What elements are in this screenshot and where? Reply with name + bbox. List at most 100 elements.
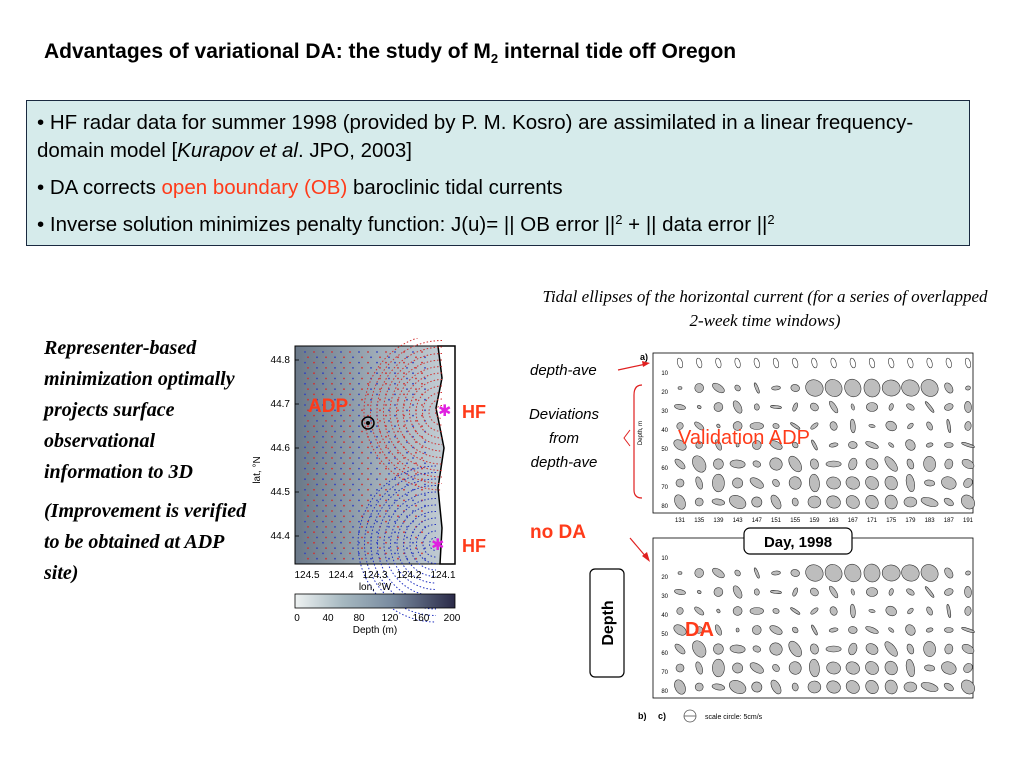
tidal-ellipse	[735, 442, 740, 448]
tidal-ellipse	[845, 476, 860, 490]
tidal-ellipse	[946, 603, 951, 619]
tidal-ellipse	[865, 679, 879, 695]
grid-dot	[376, 541, 378, 544]
grid-dot	[385, 446, 387, 449]
tidal-ellipse	[961, 494, 975, 510]
grid-dot	[322, 404, 324, 406]
grid-dot	[406, 367, 408, 369]
grid-dot	[388, 367, 390, 369]
grid-dot	[325, 462, 327, 465]
grid-dot	[349, 467, 351, 470]
tidal-ellipse	[865, 661, 879, 675]
grid-dot	[397, 504, 399, 507]
grid-dot	[370, 388, 372, 390]
depth-box-label: Depth	[600, 600, 617, 645]
grid-dot	[415, 536, 417, 539]
grid-dot	[385, 520, 387, 523]
grid-dot	[406, 515, 408, 518]
tidal-ellipse	[769, 625, 783, 635]
grid-dot	[358, 488, 360, 491]
grid-dot	[343, 515, 345, 518]
grid-dot	[343, 494, 345, 496]
grid-dot	[307, 483, 309, 486]
grid-dot	[316, 451, 318, 454]
grid-dot	[406, 547, 408, 549]
grid-dot	[340, 382, 342, 385]
grid-dot	[334, 398, 336, 401]
grid-dot	[403, 531, 405, 534]
colorbar-ticks: 0 40 80 120 160 200	[294, 613, 461, 624]
grid-dot	[352, 420, 354, 422]
tidal-ellipse	[881, 564, 901, 582]
colorbar-tick: 40	[322, 613, 334, 624]
tidal-ellipse	[944, 382, 954, 394]
grid-dot	[397, 494, 399, 496]
grid-dot	[313, 372, 315, 375]
tidal-ellipse	[905, 659, 915, 677]
lower-depth-ticks: 10 20 30 40 50 60 70 80	[661, 556, 668, 695]
grid-dot	[370, 356, 372, 359]
tidal-ellipse	[923, 456, 936, 472]
grid-dot	[370, 494, 372, 496]
grid-dot	[424, 409, 426, 412]
grid-dot	[358, 499, 360, 502]
hf-arc-top	[402, 372, 443, 452]
grid-dot	[415, 356, 417, 359]
grid-dot	[316, 504, 318, 507]
grid-dot	[376, 361, 378, 364]
grid-dot	[403, 520, 405, 523]
tidal-ellipse	[825, 460, 842, 468]
tidal-ellipse	[807, 680, 822, 694]
grid-dot	[325, 473, 327, 475]
depth-tick: 20	[661, 575, 668, 581]
deviation-brace-tip	[623, 429, 631, 447]
tidal-ellipse	[824, 379, 843, 397]
grid-dot	[343, 356, 345, 359]
grid-dot	[379, 356, 381, 359]
grid-dot	[352, 367, 354, 369]
grid-dot	[343, 398, 345, 401]
tidal-ellipse	[752, 625, 762, 635]
grid-dot	[415, 377, 417, 380]
grid-dot	[352, 430, 354, 433]
tidal-ellipse	[885, 605, 897, 617]
map-frame	[294, 345, 456, 565]
grid-dot	[349, 425, 351, 428]
grid-dot	[343, 430, 345, 433]
grid-dot	[376, 499, 378, 502]
tidal-ellipse	[888, 442, 895, 448]
tidal-ellipse	[865, 643, 879, 655]
grid-dot	[304, 361, 306, 364]
hf-arc-bottom	[403, 511, 437, 577]
map-xtick: 124.1	[430, 570, 455, 581]
grid-dot	[388, 483, 390, 486]
tidal-ellipse	[729, 644, 746, 654]
grid-dot	[334, 441, 336, 443]
grid-dot	[307, 388, 309, 390]
grid-dot	[313, 393, 315, 396]
grid-dot	[343, 367, 345, 369]
tidal-ellipse	[749, 607, 764, 615]
grid-dot	[421, 425, 423, 428]
grid-dot	[325, 441, 327, 443]
grid-dot	[358, 425, 360, 428]
grid-dot	[322, 520, 324, 523]
grid-dot	[334, 547, 336, 549]
tidal-ellipse	[732, 585, 743, 599]
grid-dot	[334, 451, 336, 454]
grid-dot	[331, 499, 333, 502]
day-tick: 135	[694, 518, 705, 524]
grid-dot	[388, 409, 390, 412]
grid-dot	[361, 356, 363, 359]
tidal-ellipse	[752, 460, 761, 468]
grid-dot	[394, 499, 396, 502]
tidal-ellipse	[753, 403, 760, 411]
grid-dot	[385, 414, 387, 417]
grid-dot	[415, 515, 417, 518]
deviations-label-2: from	[549, 430, 579, 447]
grid-dot	[424, 483, 426, 486]
grid-dot	[322, 382, 324, 385]
grid-dot	[361, 430, 363, 433]
grid-dot	[343, 504, 345, 507]
grid-dot	[331, 541, 333, 544]
